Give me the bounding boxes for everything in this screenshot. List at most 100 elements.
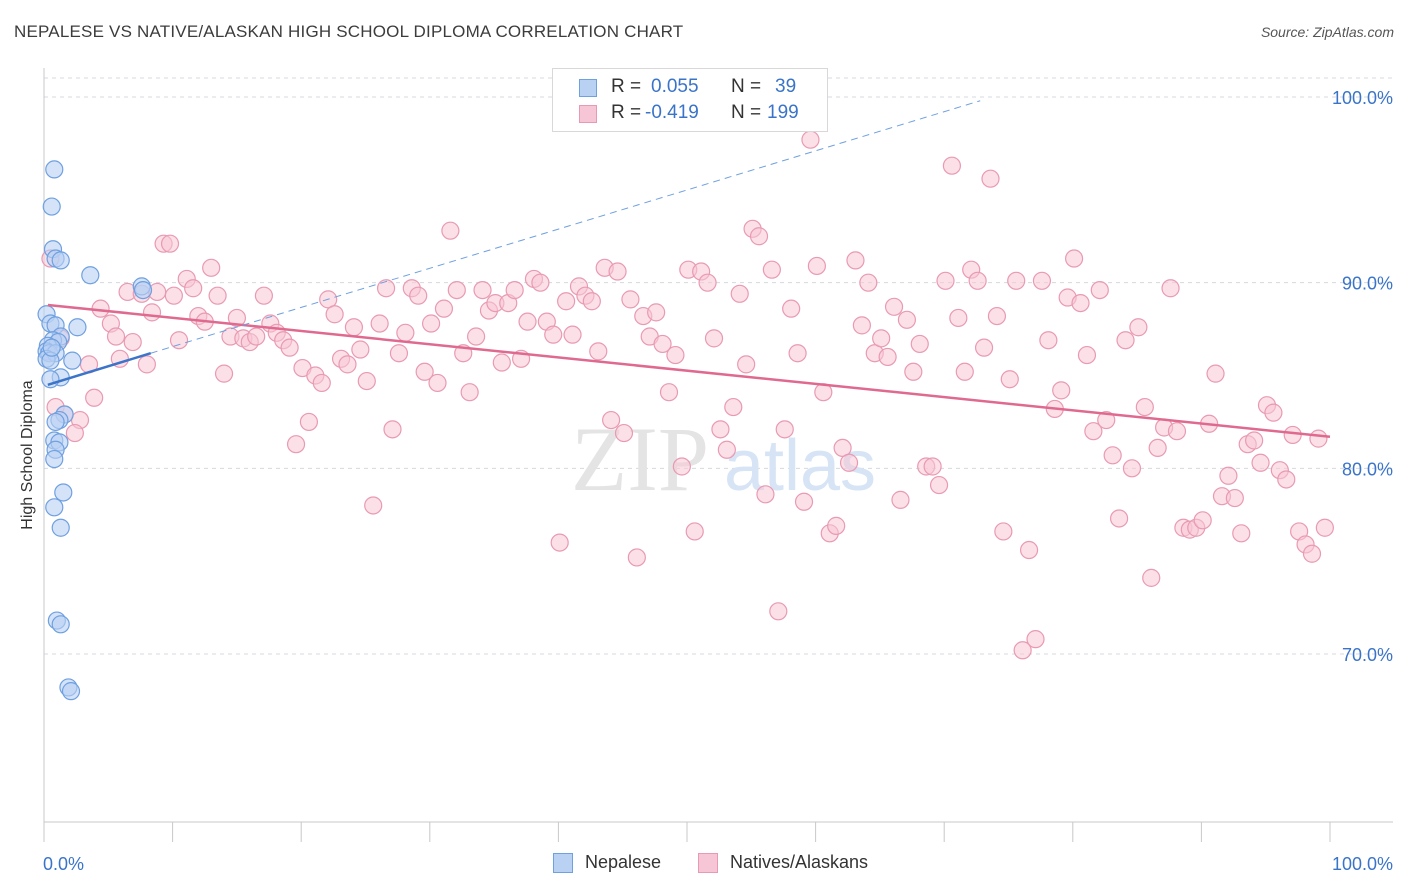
natives-point (351, 340, 370, 359)
natives-point (717, 440, 736, 459)
legend-swatch-nepalese (579, 79, 597, 97)
y-tick-label: 70.0% (1342, 645, 1393, 665)
natives-point (859, 273, 878, 292)
watermark-zip: ZIP (571, 408, 709, 510)
natives-point (1071, 293, 1090, 313)
natives-point (730, 284, 749, 303)
natives-point (608, 262, 627, 281)
series-nepalese-points (37, 160, 153, 701)
natives-point (1309, 429, 1328, 448)
y-tick-label: 80.0% (1342, 459, 1393, 479)
natives-point (1084, 422, 1103, 441)
natives-point (987, 306, 1007, 326)
natives-point (1064, 249, 1084, 268)
natives-point (1206, 364, 1225, 383)
legend-box: R = 0.055 N = 39 R = -0.419 N = 199 (552, 68, 828, 132)
natives-point (955, 362, 974, 381)
y-tick-label: 100.0% (1332, 88, 1393, 108)
natives-point (1090, 280, 1109, 300)
natives-point (142, 303, 162, 322)
natives-point (801, 130, 820, 149)
natives-point (473, 280, 492, 300)
legend-r-value-nepalese: 0.055 (651, 76, 699, 97)
natives-point (704, 329, 724, 348)
natives-point (666, 345, 685, 365)
source-label: Source: ZipAtlas.com (1260, 24, 1394, 40)
nepalese-trend-extension (150, 100, 981, 354)
natives-point (942, 156, 962, 175)
natives-point (160, 234, 180, 253)
natives-point (531, 273, 550, 292)
nepalese-point (45, 449, 64, 469)
natives-point (872, 329, 891, 348)
natives-point (376, 279, 396, 298)
natives-point (1135, 397, 1154, 417)
natives-point (994, 522, 1013, 541)
natives-point (762, 260, 781, 279)
natives-point (441, 221, 460, 240)
natives-point (711, 420, 730, 439)
natives-point (383, 420, 402, 439)
nepalese-point (51, 615, 70, 634)
natives-point (1245, 431, 1264, 450)
natives-point (756, 485, 775, 504)
natives-point (782, 299, 801, 318)
natives-point (1007, 271, 1026, 290)
natives-point (936, 271, 955, 290)
natives-point (1026, 630, 1045, 649)
natives-point (582, 292, 601, 311)
natives-point (466, 327, 486, 346)
tick-labels: 70.0% 80.0% 90.0% 100.0% 0.0% 100.0% (43, 88, 1393, 874)
natives-point (621, 290, 640, 309)
nepalese-point (51, 518, 70, 537)
natives-point (891, 490, 910, 509)
legend-n-value-natives: 199 (767, 102, 799, 123)
natives-point (357, 371, 376, 391)
natives-point (1167, 422, 1187, 441)
legend-n-value-nepalese: 39 (775, 76, 797, 97)
natives-point (653, 334, 672, 354)
natives-point (1161, 279, 1180, 298)
natives-point (769, 602, 788, 621)
bottom-legend-swatch-nepalese (553, 853, 573, 873)
natives-point (428, 373, 447, 393)
natives-point (1103, 446, 1122, 465)
natives-point (1251, 453, 1270, 472)
natives-point (904, 362, 923, 381)
natives-point (737, 355, 756, 374)
y-tick-label: 90.0% (1342, 274, 1393, 294)
natives-point (364, 496, 383, 515)
natives-point (878, 347, 897, 367)
natives-point (602, 410, 621, 430)
natives-point (1148, 438, 1167, 458)
natives-point (981, 169, 1000, 188)
nepalese-point (42, 338, 61, 357)
natives-point (421, 314, 441, 333)
nepalese-point (45, 160, 64, 179)
natives-point (1077, 345, 1097, 365)
natives-point (1283, 425, 1302, 445)
natives-point (929, 475, 949, 495)
natives-point (659, 383, 679, 402)
natives-point (923, 457, 942, 476)
natives-point (614, 423, 634, 443)
gridlines (44, 77, 1393, 655)
natives-point (685, 522, 704, 541)
nepalese-point (133, 280, 153, 300)
natives-point (1302, 544, 1322, 563)
natives-point (698, 273, 717, 292)
natives-point (85, 388, 104, 407)
nepalese-point (45, 498, 64, 517)
natives-point (1264, 403, 1283, 422)
nepalese-point (42, 197, 61, 216)
natives-point (1032, 271, 1052, 290)
natives-point (884, 297, 904, 316)
bottom-legend-label-nepalese: Nepalese (585, 852, 662, 872)
natives-point (106, 327, 126, 346)
legend-r-value-natives: -0.419 (645, 102, 699, 123)
natives-point (827, 516, 846, 535)
natives-point (137, 355, 156, 374)
natives-point (434, 299, 454, 318)
bottom-legend-label-natives: Natives/Alaskans (730, 852, 869, 872)
natives-point (1232, 524, 1251, 543)
